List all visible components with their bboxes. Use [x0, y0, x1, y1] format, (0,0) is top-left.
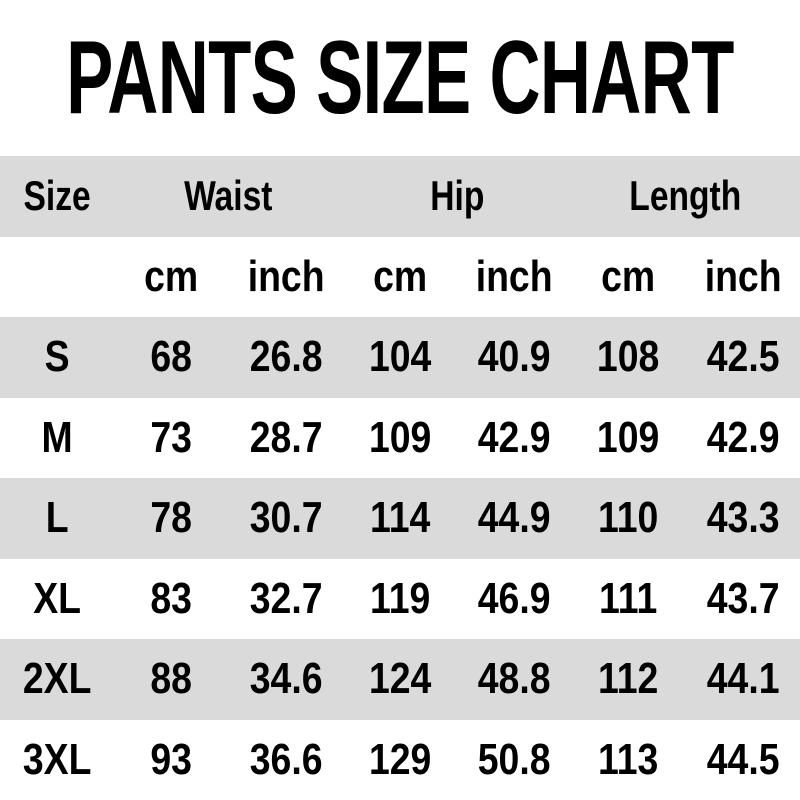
size-table: Size Waist Hip Length cm inch cm inch cm…: [0, 156, 800, 800]
hip-cm-cell: 124: [368, 654, 432, 704]
page-title: PANTS SIZE CHART: [66, 20, 734, 136]
hip-inch-cell: 48.8: [477, 654, 551, 704]
waist-cm-cell: 73: [150, 412, 193, 462]
length-cm-cell: 108: [597, 332, 660, 382]
waist-cm-cell: 93: [150, 734, 193, 784]
hip-inch-cell: 50.8: [477, 734, 551, 784]
unit-header-hip-cm: cm: [372, 251, 428, 301]
size-cell: L: [45, 493, 69, 543]
size-cell: S: [44, 332, 70, 382]
length-inch-cell: 42.5: [706, 332, 780, 382]
size-cell: 2XL: [22, 654, 92, 704]
unit-header-length-inch: inch: [704, 251, 782, 301]
size-cell: M: [41, 412, 73, 462]
hip-cm-cell: 114: [369, 493, 431, 543]
waist-cm-cell: 68: [150, 332, 193, 382]
hip-cm-cell: 119: [369, 573, 431, 623]
length-cm-cell: 112: [598, 654, 659, 704]
page-title-wrap: PANTS SIZE CHART: [0, 0, 800, 156]
length-inch-cell: 43.7: [706, 573, 780, 623]
hip-inch-cell: 40.9: [477, 332, 551, 382]
hip-cm-cell: 129: [368, 734, 432, 784]
waist-inch-cell: 30.7: [249, 493, 323, 543]
table-row-xl: XL 83 32.7 119 46.9 111 43.7: [0, 559, 800, 640]
header-length: Length: [629, 172, 742, 220]
length-inch-cell: 44.5: [706, 734, 780, 784]
unit-header-hip-inch: inch: [475, 251, 553, 301]
waist-cm-cell: 78: [150, 493, 193, 543]
hip-cm-cell: 104: [368, 332, 432, 382]
length-inch-cell: 42.9: [706, 412, 780, 462]
length-cm-cell: 110: [598, 493, 659, 543]
hip-inch-cell: 46.9: [477, 573, 551, 623]
unit-header-length-cm: cm: [601, 251, 656, 301]
size-cell: 3XL: [22, 734, 92, 784]
table-row-s: S 68 26.8 104 40.9 108 42.5: [0, 317, 800, 398]
waist-cm-cell: 83: [150, 573, 193, 623]
length-cm-cell: 113: [598, 734, 659, 784]
waist-inch-cell: 36.6: [249, 734, 323, 784]
table-group-header-row: Size Waist Hip Length: [0, 156, 800, 237]
table-row-l: L 78 30.7 114 44.9 110 43.3: [0, 478, 800, 559]
unit-header-waist-inch: inch: [247, 251, 325, 301]
waist-inch-cell: 28.7: [249, 412, 323, 462]
length-cm-cell: 109: [597, 412, 660, 462]
header-size: Size: [23, 172, 91, 220]
waist-inch-cell: 34.6: [249, 654, 323, 704]
hip-cm-cell: 109: [368, 412, 432, 462]
unit-header-waist-cm: cm: [144, 251, 199, 301]
length-inch-cell: 44.1: [706, 654, 780, 704]
table-row-3xl: 3XL 93 36.6 129 50.8 113 44.5: [0, 720, 800, 800]
waist-cm-cell: 88: [150, 654, 193, 704]
hip-inch-cell: 44.9: [477, 493, 551, 543]
table-unit-header-row: cm inch cm inch cm inch: [0, 237, 800, 318]
waist-inch-cell: 32.7: [249, 573, 323, 623]
size-cell: XL: [33, 573, 82, 623]
header-hip: Hip: [430, 172, 485, 220]
table-row-m: M 73 28.7 109 42.9 109 42.9: [0, 398, 800, 479]
hip-inch-cell: 42.9: [477, 412, 551, 462]
waist-inch-cell: 26.8: [249, 332, 323, 382]
length-cm-cell: 111: [599, 573, 658, 623]
length-inch-cell: 43.3: [706, 493, 780, 543]
header-waist: Waist: [184, 172, 273, 220]
table-row-2xl: 2XL 88 34.6 124 48.8 112 44.1: [0, 639, 800, 720]
